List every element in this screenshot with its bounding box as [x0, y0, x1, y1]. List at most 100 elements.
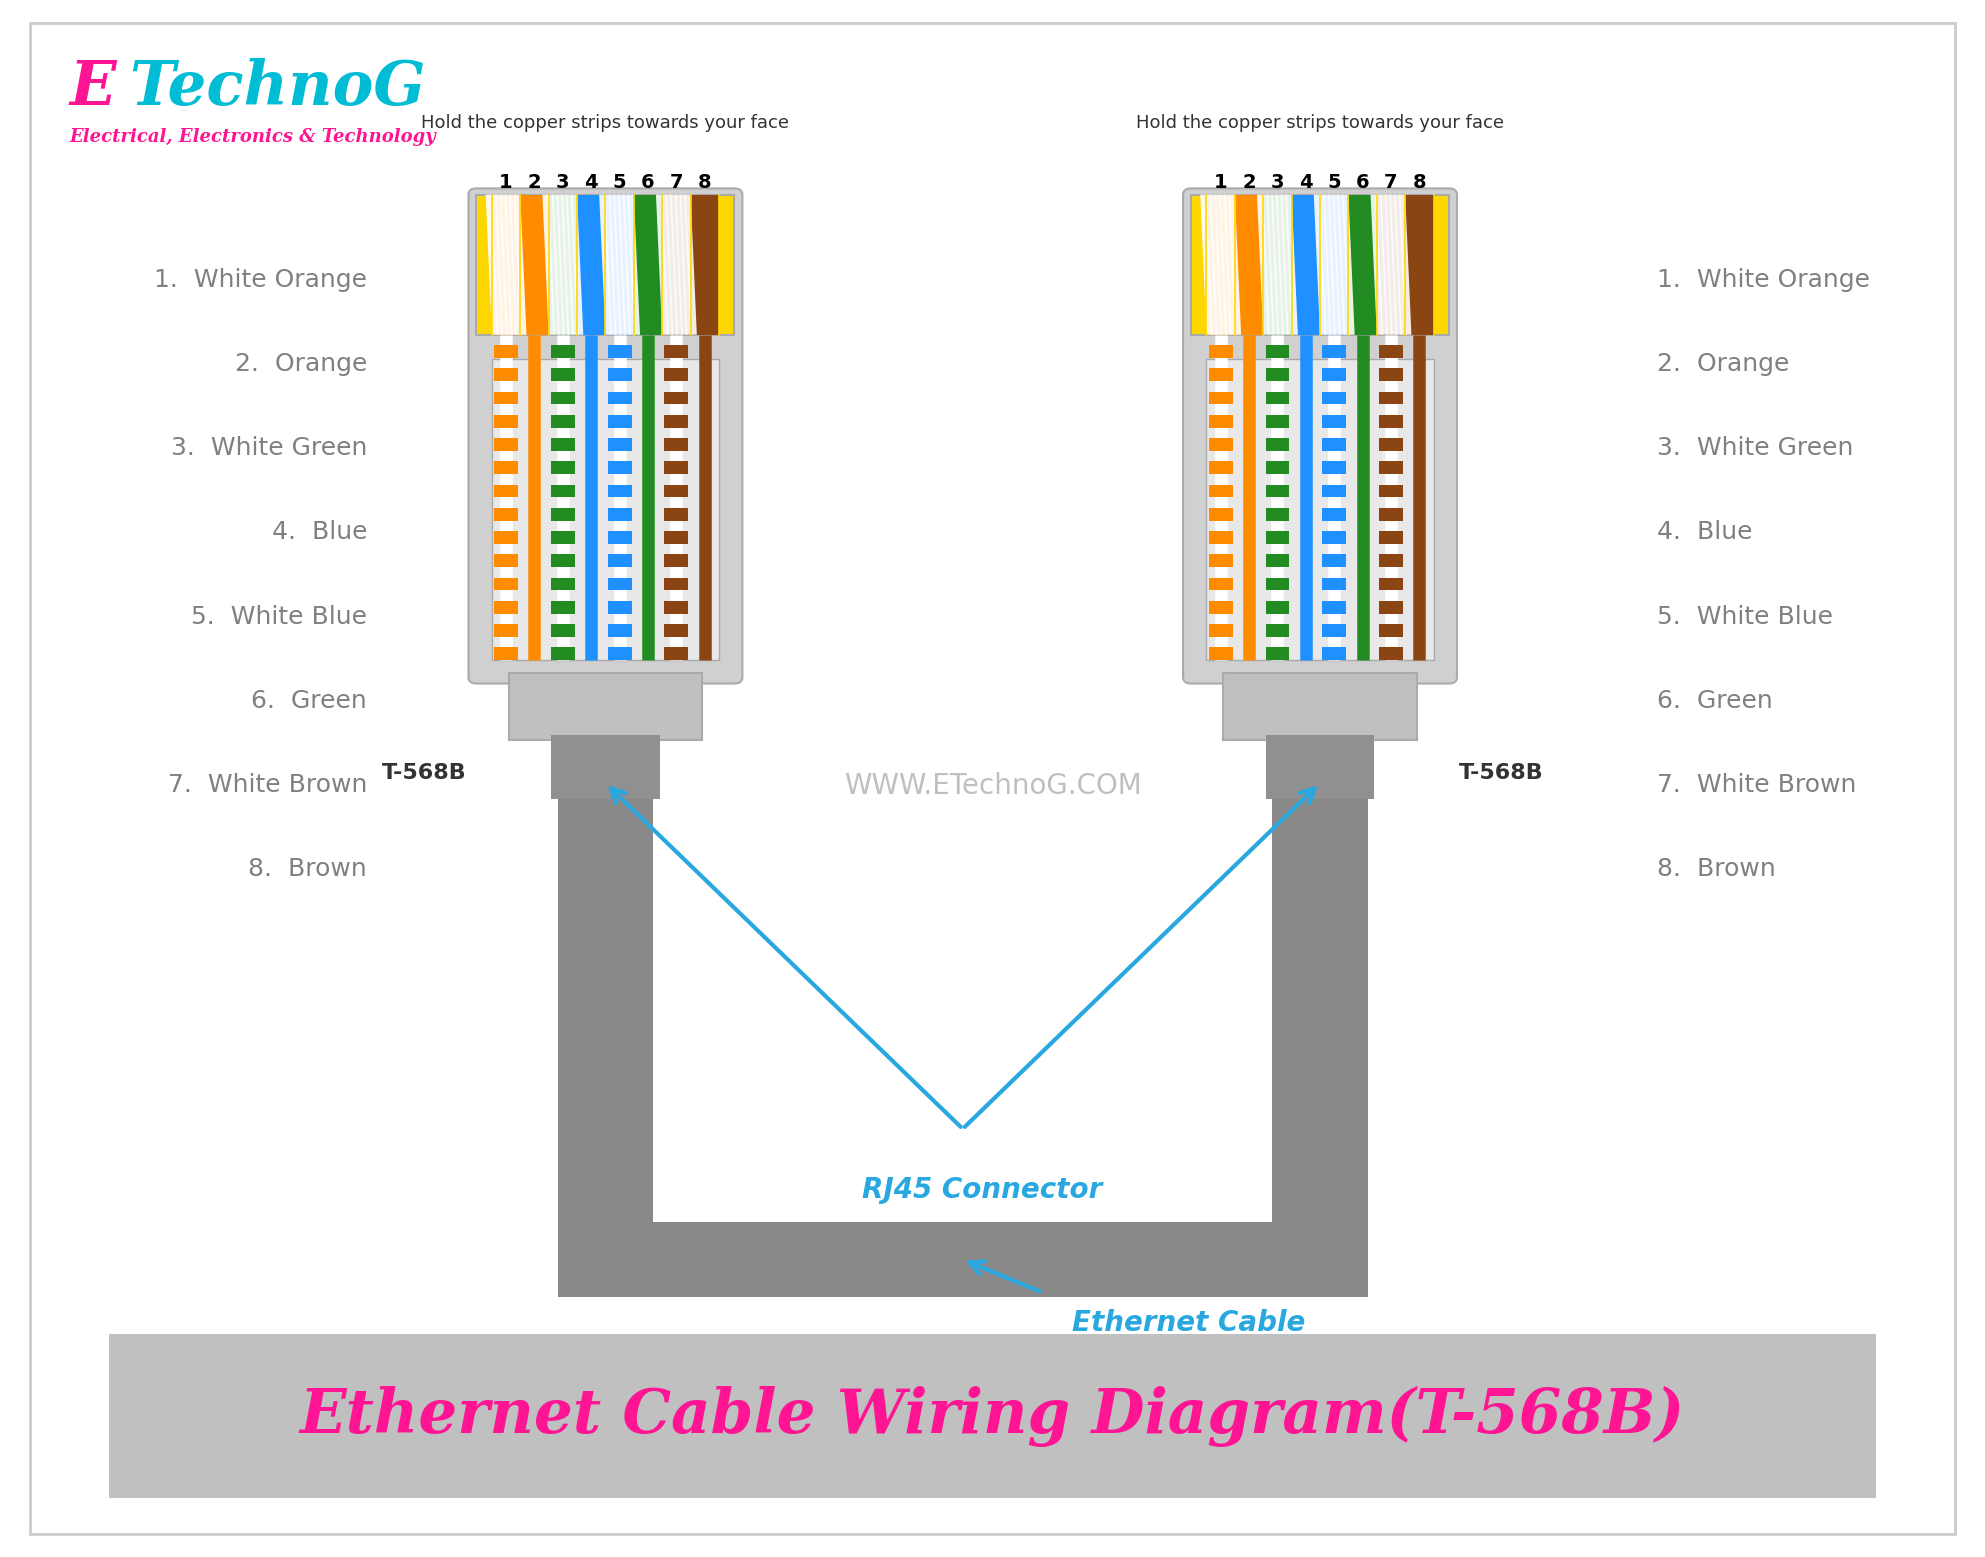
Polygon shape — [1209, 484, 1233, 498]
Polygon shape — [1209, 554, 1233, 567]
Text: 5: 5 — [613, 173, 627, 192]
Text: 5: 5 — [1328, 173, 1342, 192]
Text: 4: 4 — [584, 173, 597, 192]
Polygon shape — [1219, 195, 1231, 335]
Polygon shape — [552, 195, 564, 335]
Polygon shape — [1266, 554, 1290, 567]
Polygon shape — [607, 369, 631, 381]
Text: 4.  Blue: 4. Blue — [272, 520, 367, 545]
Polygon shape — [607, 438, 631, 452]
Polygon shape — [665, 484, 689, 498]
Text: T-568B: T-568B — [1459, 763, 1544, 783]
Polygon shape — [1322, 554, 1346, 567]
Polygon shape — [1209, 648, 1233, 660]
FancyBboxPatch shape — [109, 1334, 1876, 1498]
Polygon shape — [665, 461, 689, 475]
Polygon shape — [665, 578, 689, 590]
Text: E: E — [69, 58, 115, 118]
Polygon shape — [486, 195, 498, 335]
Polygon shape — [1266, 484, 1290, 498]
Bar — [1207, 358, 1433, 660]
Polygon shape — [1276, 195, 1288, 335]
Polygon shape — [1332, 195, 1346, 335]
Polygon shape — [607, 461, 631, 475]
Bar — [605, 195, 633, 335]
Bar — [552, 735, 659, 799]
Bar — [1262, 195, 1292, 335]
Polygon shape — [500, 195, 512, 335]
Polygon shape — [514, 195, 526, 335]
Polygon shape — [679, 195, 693, 335]
Bar — [476, 195, 734, 335]
Bar — [1378, 195, 1405, 335]
Text: 3: 3 — [556, 173, 570, 192]
Bar — [1235, 195, 1262, 335]
Polygon shape — [1380, 195, 1393, 335]
Text: 2.  Orange: 2. Orange — [1657, 352, 1790, 377]
Polygon shape — [1262, 195, 1274, 335]
Polygon shape — [1328, 195, 1340, 335]
Polygon shape — [510, 195, 522, 335]
Polygon shape — [552, 461, 576, 475]
Polygon shape — [552, 601, 576, 613]
Polygon shape — [1225, 195, 1237, 335]
Polygon shape — [1393, 195, 1407, 335]
Polygon shape — [607, 392, 631, 405]
Polygon shape — [1399, 195, 1411, 335]
Polygon shape — [607, 601, 631, 613]
Bar — [578, 195, 605, 335]
Polygon shape — [607, 508, 631, 520]
Polygon shape — [494, 508, 518, 520]
Polygon shape — [572, 195, 584, 335]
Text: Hold the copper strips towards your face: Hold the copper strips towards your face — [1135, 114, 1505, 132]
Polygon shape — [1286, 195, 1298, 335]
Polygon shape — [1380, 416, 1403, 428]
Text: 7.  White Brown: 7. White Brown — [169, 772, 367, 797]
Polygon shape — [1370, 195, 1384, 335]
Bar — [558, 1222, 1368, 1297]
Polygon shape — [1266, 578, 1290, 590]
Polygon shape — [552, 648, 576, 660]
Polygon shape — [1380, 346, 1403, 358]
Polygon shape — [661, 195, 673, 335]
Bar — [1320, 195, 1348, 335]
Text: 8: 8 — [699, 173, 711, 192]
Polygon shape — [607, 531, 631, 543]
Bar — [558, 799, 653, 1222]
Polygon shape — [665, 392, 689, 405]
Polygon shape — [1322, 416, 1346, 428]
Polygon shape — [607, 346, 631, 358]
Polygon shape — [609, 195, 621, 335]
Polygon shape — [552, 346, 576, 358]
Polygon shape — [665, 438, 689, 452]
Polygon shape — [1266, 438, 1290, 452]
Text: Electrical, Electronics & Technology: Electrical, Electronics & Technology — [69, 128, 437, 146]
Polygon shape — [665, 624, 689, 637]
Bar — [1348, 195, 1378, 335]
Polygon shape — [665, 508, 689, 520]
Polygon shape — [671, 195, 683, 335]
Bar — [492, 195, 520, 335]
Polygon shape — [504, 195, 516, 335]
Polygon shape — [1266, 416, 1290, 428]
Polygon shape — [494, 624, 518, 637]
Polygon shape — [1322, 508, 1346, 520]
Polygon shape — [494, 346, 518, 358]
Polygon shape — [1380, 461, 1403, 475]
Polygon shape — [494, 601, 518, 613]
Polygon shape — [552, 484, 576, 498]
Polygon shape — [665, 531, 689, 543]
Polygon shape — [566, 195, 578, 335]
Text: 3.  White Green: 3. White Green — [171, 436, 367, 461]
Polygon shape — [1386, 195, 1397, 335]
Polygon shape — [685, 195, 697, 335]
Polygon shape — [494, 438, 518, 452]
Polygon shape — [1209, 369, 1233, 381]
Polygon shape — [1380, 624, 1403, 637]
Polygon shape — [494, 461, 518, 475]
Polygon shape — [607, 416, 631, 428]
Text: TechnoG: TechnoG — [129, 58, 425, 118]
Polygon shape — [552, 416, 576, 428]
Polygon shape — [1209, 195, 1223, 335]
Polygon shape — [1322, 346, 1346, 358]
